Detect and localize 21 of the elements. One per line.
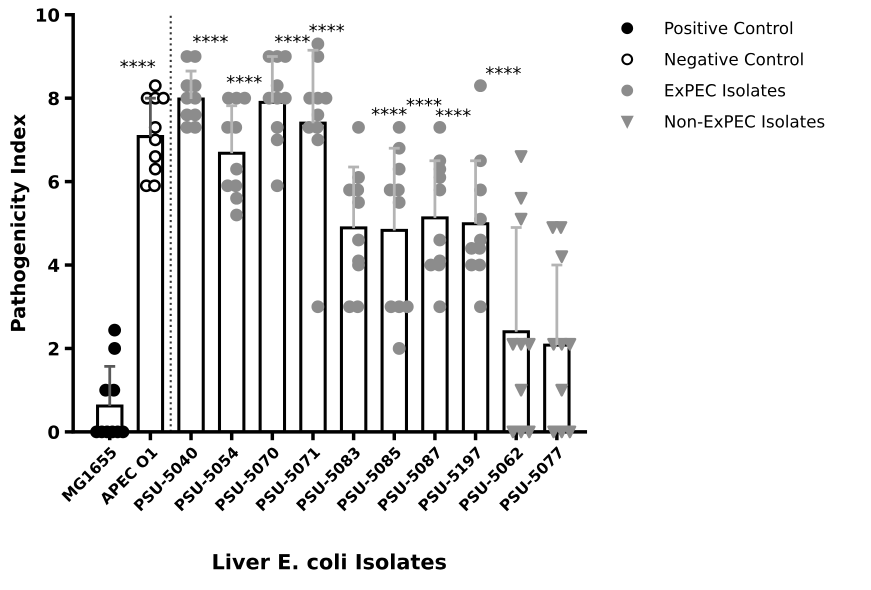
- legend-label: Negative Control: [666, 52, 803, 69]
- legend-label: Positive Control: [666, 21, 792, 34]
- annotation: ****: [120, 60, 156, 68]
- legend-label: ExPEC Isolates: [666, 84, 786, 97]
- y-axis-title: Pathogenicity Index: [10, 114, 30, 331]
- annotation: ****: [406, 98, 442, 106]
- annotation: ****: [226, 75, 262, 84]
- annotation: ****: [372, 107, 407, 116]
- y-tick-label: 0: [48, 425, 60, 439]
- y-tick-label: 10: [36, 8, 60, 22]
- annotation: ****: [274, 34, 310, 43]
- annotation: ****: [486, 66, 521, 75]
- y-tick-label: 4: [48, 258, 60, 272]
- y-tick-label: 2: [48, 342, 58, 356]
- legend-label: Non-ExPEC Isolates: [666, 114, 824, 128]
- annotation: ****: [436, 108, 471, 117]
- x-axis-title: Liver E. coli Isolates: [213, 553, 446, 570]
- y-tick-label: 6: [48, 175, 59, 189]
- annotation: ****: [192, 34, 228, 43]
- annotation: ****: [309, 24, 344, 32]
- y-tick-label: 8: [48, 92, 59, 106]
